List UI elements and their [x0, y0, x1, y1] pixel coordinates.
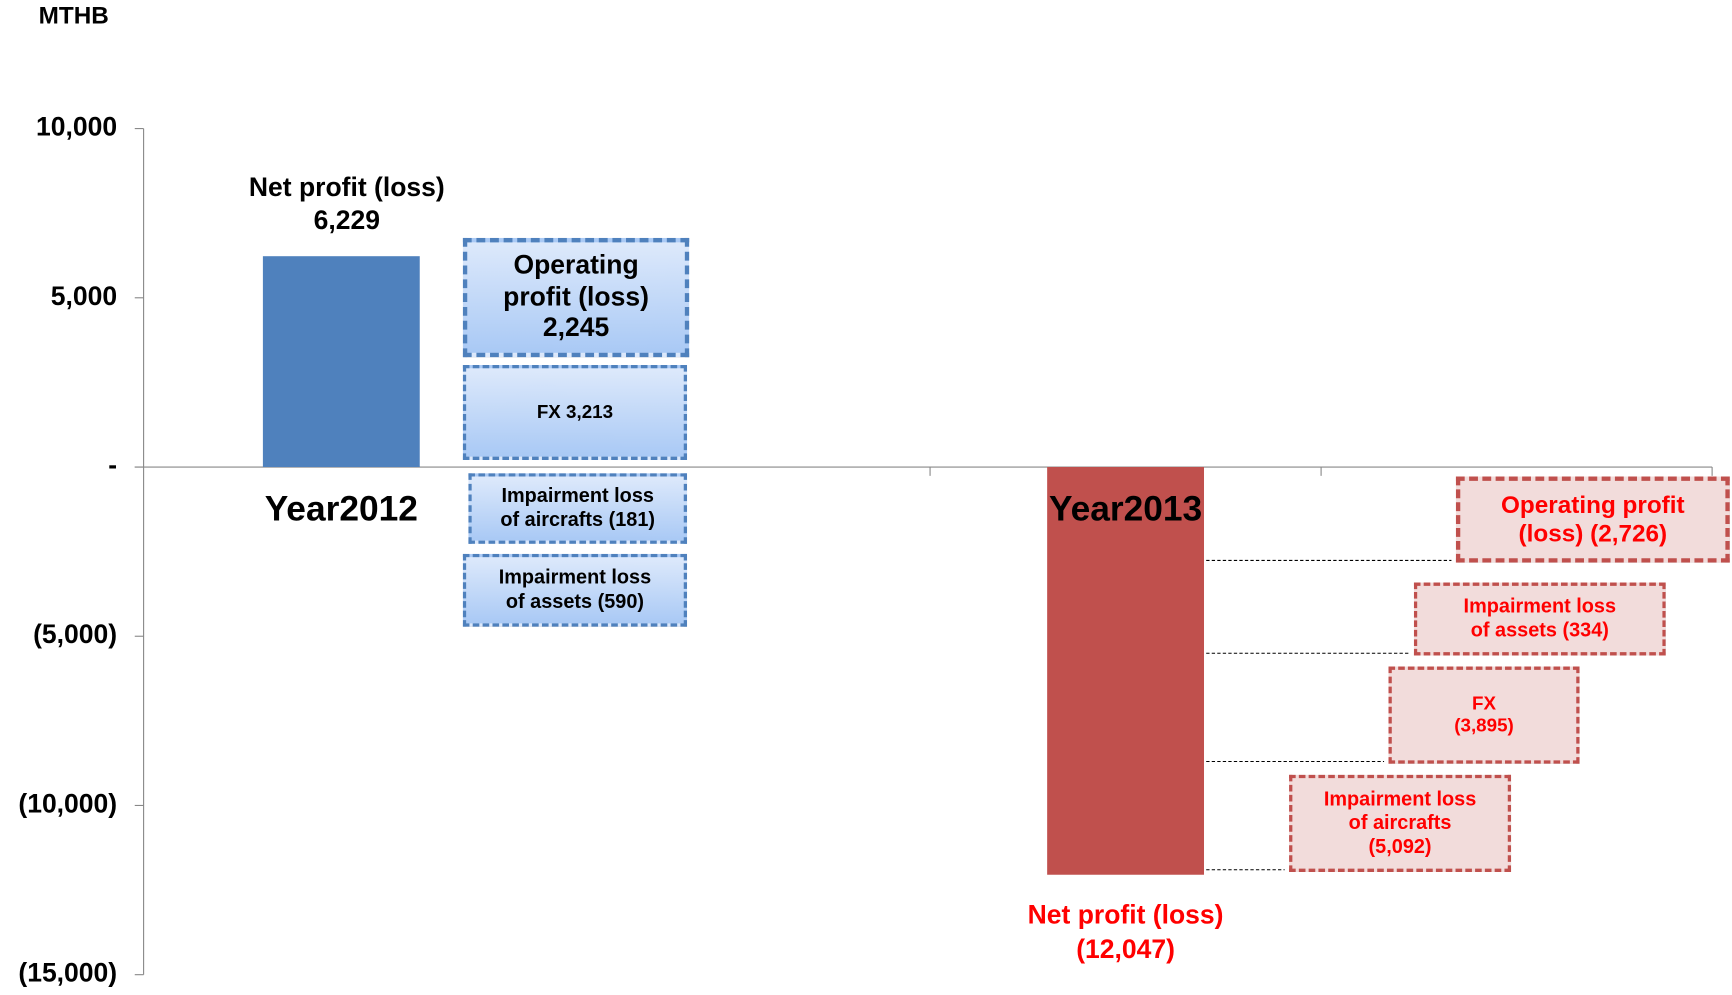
x-tick-label: Year2012	[265, 490, 418, 529]
annotation-line: Operating	[513, 249, 639, 280]
unit-label: MTHB	[39, 2, 109, 29]
y-tick-label: (10,000)	[18, 788, 117, 818]
annotation-line: of assets (334)	[1470, 619, 1609, 642]
annotation-line: (3,895)	[1454, 715, 1514, 737]
y-tick-label: 5,000	[51, 281, 117, 311]
annotation: FX 3,213	[462, 364, 688, 460]
annotation-line: (5,092)	[1368, 835, 1432, 858]
annotation-box: FX 3,213	[462, 364, 688, 460]
annotation-line: 2,245	[542, 313, 610, 344]
annotation: Operating profit (loss) 2,245	[462, 237, 690, 358]
annotation-line: of aircrafts (181)	[500, 508, 656, 531]
annotation: Impairment loss of aircrafts (181)	[468, 473, 688, 544]
annotation: FX (3,895)	[1388, 666, 1580, 764]
annotation: Operating profit (loss) (2,726)	[1455, 476, 1730, 563]
value-label-name: Net profit (loss)	[1028, 900, 1224, 930]
annotation-line: (loss) (2,726)	[1518, 519, 1668, 548]
annotation-line: profit (loss)	[503, 281, 649, 312]
y-tick-label: (15,000)	[18, 958, 117, 988]
annotation: Impairment loss of assets (334)	[1413, 582, 1666, 656]
value-label-name: Net profit (loss)	[249, 172, 445, 202]
annotation-line: Impairment loss	[498, 566, 652, 589]
bar	[1047, 467, 1205, 875]
value-label: 6,229	[314, 205, 380, 235]
y-tick-label: (5,000)	[33, 619, 117, 649]
y-tick-label: 10,000	[36, 112, 117, 142]
annotation-line: of aircrafts	[1348, 811, 1452, 834]
y-tick-label: -	[108, 450, 117, 480]
annotation-box: FX(3,895)	[1388, 666, 1580, 764]
annotation-line: Impairment loss	[501, 484, 654, 507]
annotation-line: Impairment loss	[1463, 595, 1617, 618]
value-label: (12,047)	[1076, 934, 1175, 964]
annotation: Impairment loss of aircrafts (5,092)	[1289, 774, 1512, 872]
bar	[262, 256, 420, 468]
annotation-line: of assets (590)	[505, 590, 645, 613]
annotation-line: Impairment loss	[1323, 787, 1477, 810]
x-tick-label: Year2013	[1049, 490, 1202, 529]
annotation-box: Operating profit(loss) (2,726)	[1455, 476, 1730, 563]
annotation-line: FX 3,213	[536, 401, 614, 423]
annotation-line: FX	[1472, 692, 1497, 714]
annotation-line: Operating profit	[1501, 490, 1685, 519]
annotation: Impairment loss of assets (590)	[462, 553, 688, 627]
